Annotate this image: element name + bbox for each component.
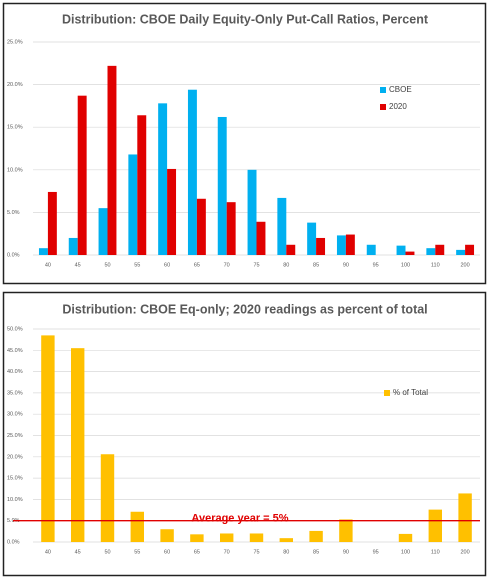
bar	[190, 534, 204, 542]
chart-title: Distribution: CBOE Daily Equity-Only Put…	[62, 12, 429, 26]
x-tick-label: 100	[401, 549, 410, 555]
y-tick-label: 20.0%	[7, 454, 23, 460]
bar	[77, 95, 87, 256]
legend-label: % of Total	[393, 388, 428, 397]
x-tick-label: 45	[75, 549, 81, 555]
y-tick-label: 45.0%	[7, 348, 23, 354]
bar	[307, 222, 317, 255]
bar	[70, 348, 85, 542]
x-tick-label: 50	[104, 262, 110, 268]
x-tick-label: 40	[45, 262, 51, 268]
x-tick-label: 90	[343, 262, 349, 268]
bar	[107, 65, 117, 255]
y-tick-label: 5.0%	[7, 210, 20, 216]
bar	[396, 245, 406, 255]
x-tick-label: 95	[373, 262, 379, 268]
y-tick-label: 50.0%	[7, 326, 23, 332]
bar	[217, 116, 227, 255]
bar	[100, 454, 115, 542]
bar	[426, 248, 436, 255]
bar	[339, 519, 353, 542]
legend-swatch	[380, 104, 386, 110]
x-tick-label: 85	[313, 262, 319, 268]
x-tick-label: 80	[283, 262, 289, 268]
x-tick-label: 95	[373, 549, 379, 555]
bar	[38, 248, 48, 255]
bar	[47, 191, 57, 255]
bar	[160, 529, 174, 542]
bar	[465, 244, 475, 255]
bar	[366, 244, 376, 255]
bar	[256, 221, 266, 255]
x-tick-label: 90	[343, 549, 349, 555]
x-tick-label: 60	[164, 549, 170, 555]
bar	[247, 169, 257, 255]
bar	[130, 511, 145, 542]
bar	[345, 234, 355, 255]
bar	[279, 538, 294, 542]
legend-label: 2020	[389, 102, 407, 111]
bar	[137, 115, 147, 255]
x-tick-label: 60	[164, 262, 170, 268]
y-tick-label: 35.0%	[7, 390, 23, 396]
bar	[98, 208, 108, 255]
bar	[41, 335, 55, 542]
y-tick-label: 0.0%	[7, 252, 20, 258]
bar	[405, 251, 415, 255]
y-tick-label: 15.0%	[7, 476, 23, 482]
bar	[196, 198, 206, 255]
legend-swatch	[384, 390, 390, 396]
bar	[309, 530, 323, 542]
bar	[286, 244, 296, 255]
bar	[458, 493, 472, 542]
bar	[249, 533, 264, 542]
x-tick-label: 100	[401, 262, 410, 268]
x-tick-label: 50	[104, 549, 110, 555]
y-tick-label: 10.0%	[7, 497, 23, 503]
y-tick-label: 40.0%	[7, 369, 23, 375]
y-tick-label: 25.0%	[7, 39, 23, 45]
bar	[187, 89, 197, 255]
x-tick-label: 85	[313, 549, 319, 555]
bar	[158, 103, 168, 256]
bar	[68, 237, 78, 255]
x-tick-label: 40	[45, 549, 51, 555]
bar	[167, 168, 177, 255]
bar	[219, 533, 234, 542]
bar	[316, 237, 326, 255]
x-tick-label: 80	[283, 549, 289, 555]
legend-swatch	[380, 87, 386, 93]
x-tick-label: 200	[461, 262, 470, 268]
y-tick-label: 0.0%	[7, 539, 20, 545]
x-tick-label: 65	[194, 262, 200, 268]
bar	[398, 533, 413, 542]
y-tick-label: 15.0%	[7, 125, 23, 131]
x-tick-label: 65	[194, 549, 200, 555]
chart-title: Distribution: CBOE Eq-only; 2020 reading…	[62, 302, 427, 316]
bar	[128, 154, 138, 255]
x-tick-label: 75	[253, 262, 259, 268]
x-tick-label: 110	[431, 549, 440, 555]
x-tick-label: 75	[253, 549, 259, 555]
legend-label: CBOE	[389, 85, 412, 94]
y-tick-label: 30.0%	[7, 412, 23, 418]
x-tick-label: 70	[224, 549, 230, 555]
bar	[428, 509, 443, 542]
y-tick-label: 25.0%	[7, 433, 23, 439]
x-tick-label: 70	[224, 262, 230, 268]
y-tick-label: 10.0%	[7, 167, 23, 173]
bar	[226, 202, 236, 255]
x-tick-label: 110	[431, 262, 440, 268]
y-tick-label: 20.0%	[7, 82, 23, 88]
x-tick-label: 55	[134, 549, 140, 555]
bar	[456, 249, 466, 255]
bar	[277, 197, 287, 255]
x-tick-label: 45	[75, 262, 81, 268]
bar	[336, 235, 346, 255]
bar	[435, 244, 445, 255]
x-tick-label: 200	[461, 549, 470, 555]
x-tick-label: 55	[134, 262, 140, 268]
reference-label: Average year = 5%	[191, 513, 288, 525]
